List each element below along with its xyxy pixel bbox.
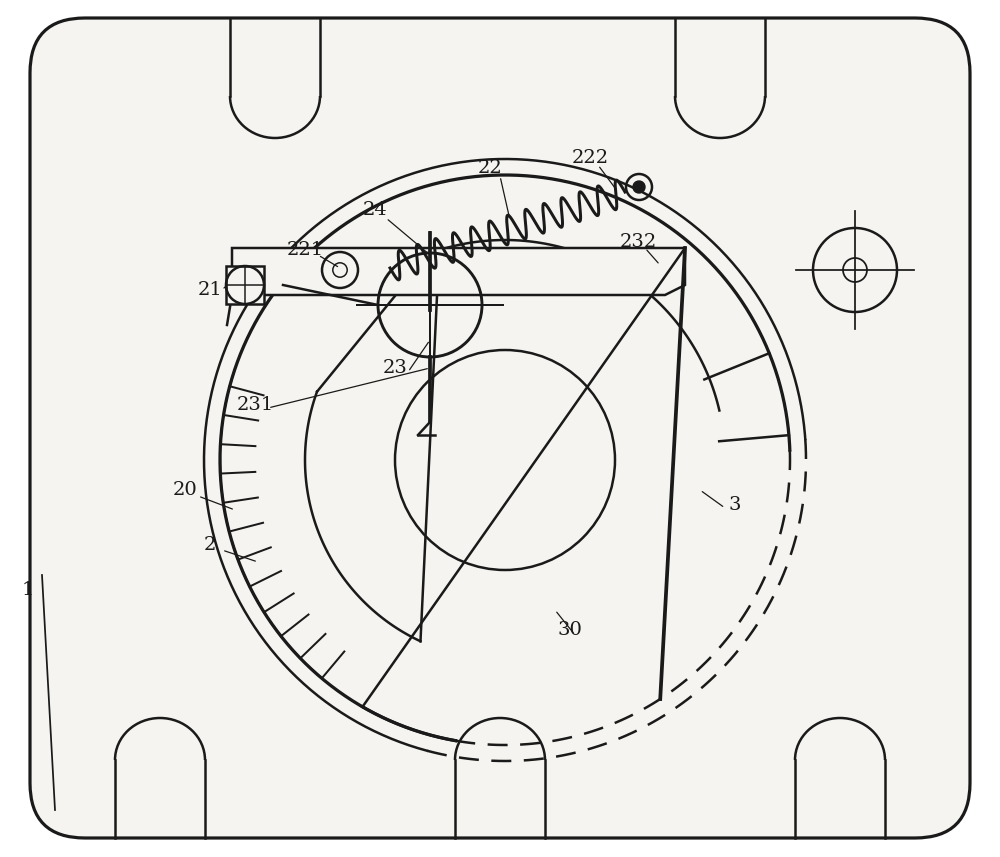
Bar <box>226 266 264 304</box>
Text: 232: 232 <box>619 233 657 251</box>
Text: 30: 30 <box>558 621 582 639</box>
Text: 1: 1 <box>22 581 34 599</box>
Text: 22: 22 <box>478 159 502 177</box>
Text: 24: 24 <box>363 201 387 219</box>
Circle shape <box>633 181 645 193</box>
FancyBboxPatch shape <box>30 18 970 838</box>
Text: 231: 231 <box>236 396 274 414</box>
Text: 2: 2 <box>204 536 216 554</box>
Text: 20: 20 <box>173 481 197 499</box>
Text: 3: 3 <box>729 496 741 514</box>
Polygon shape <box>232 248 685 295</box>
Text: 222: 222 <box>571 149 609 167</box>
Text: 23: 23 <box>383 359 407 377</box>
Text: 221: 221 <box>286 241 324 259</box>
Text: 21: 21 <box>198 281 222 299</box>
